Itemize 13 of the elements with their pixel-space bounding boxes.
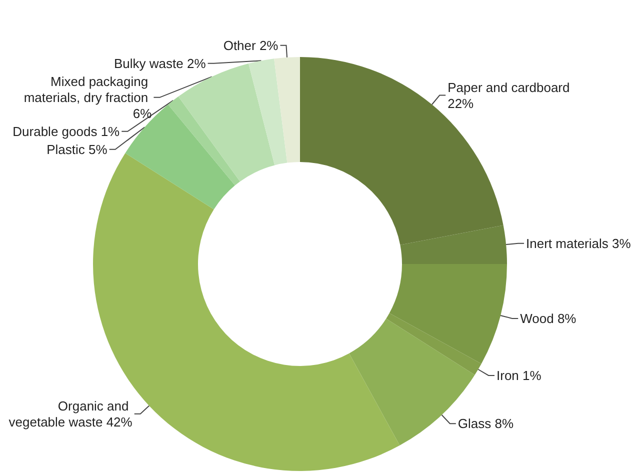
- slice-label: Bulky waste 2%: [114, 56, 206, 71]
- slice-label: Wood 8%: [520, 310, 577, 326]
- slice-label: Inert materials 3%: [526, 236, 632, 251]
- slice-label: Paper and cardboard: [448, 80, 574, 95]
- slice-label: Durable goods 1%: [12, 124, 120, 139]
- slice-label: Glass 8%: [458, 416, 514, 432]
- slice-label: Other 2%: [223, 38, 279, 53]
- data-label: 6%: [132, 106, 152, 121]
- data-label: 22%: [448, 96, 474, 111]
- slice-label: Iron 1%: [496, 368, 542, 383]
- slice-label: Plastic 5%: [46, 142, 108, 157]
- slice-label: Organic and vegetable waste 42%: [8, 398, 133, 430]
- slice-label: Mixed packaging materials, dry fraction: [24, 74, 152, 105]
